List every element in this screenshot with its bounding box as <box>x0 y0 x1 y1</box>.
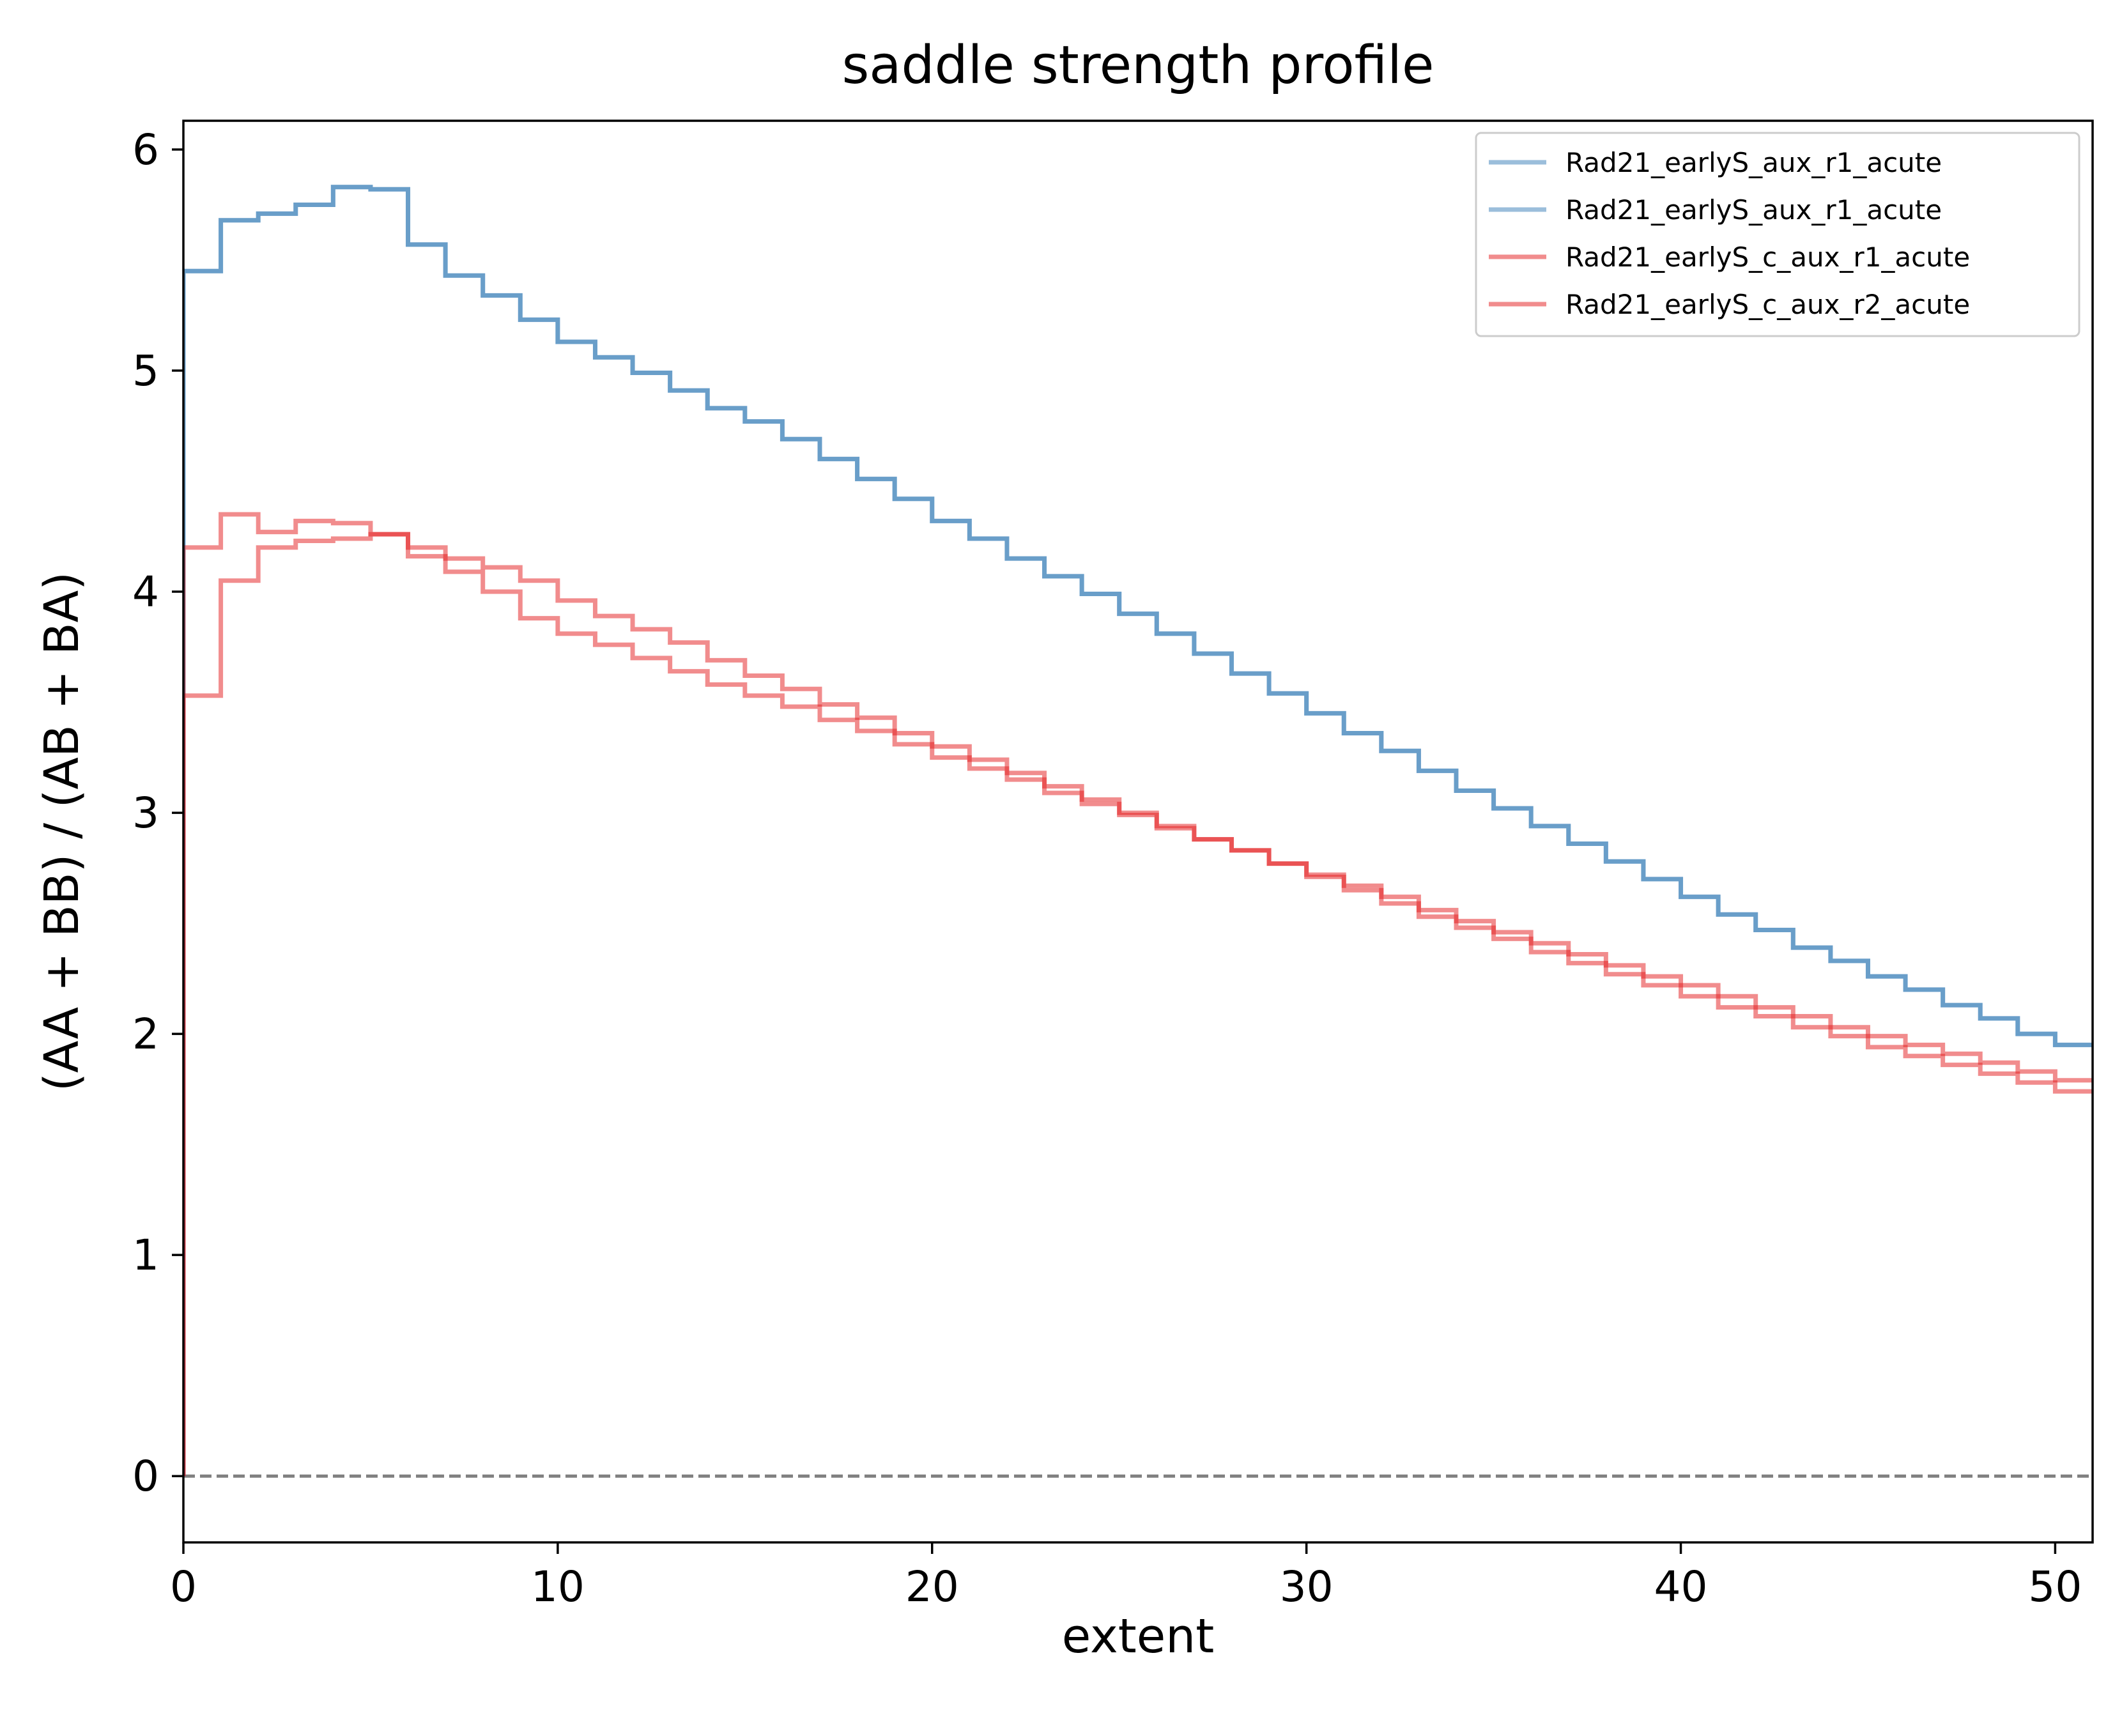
y-tick-label: 5 <box>132 346 159 396</box>
x-tick-label: 20 <box>905 1562 959 1611</box>
series-line-4 <box>183 532 2093 1477</box>
y-tick-label: 4 <box>132 567 159 617</box>
x-tick-label: 50 <box>2028 1562 2082 1611</box>
y-tick-label: 1 <box>132 1231 159 1280</box>
legend-box <box>1475 132 2080 337</box>
legend-label-2: Rad21_earlyS_aux_r1_acute <box>1565 194 1942 226</box>
chart-title: saddle strength profile <box>842 35 1434 96</box>
legend: Rad21_earlyS_aux_r1_acute Rad21_earlyS_au… <box>1475 132 2080 337</box>
legend-label-3: Rad21_earlyS_c_aux_r1_acute <box>1565 242 1970 273</box>
legend-label-4: Rad21_earlyS_c_aux_r2_acute <box>1565 289 1970 320</box>
axes: 0 10 20 30 40 50 0 1 2 3 4 5 6 <box>132 119 2094 1611</box>
y-tick-label: 6 <box>132 125 159 174</box>
y-tick-label: 2 <box>132 1010 159 1059</box>
y-tick-label: 0 <box>132 1452 159 1501</box>
x-tick-label: 40 <box>1654 1562 1708 1611</box>
y-axis-label: (AA + BB) / (AB + BA) <box>35 572 89 1091</box>
plot-frame <box>182 119 2094 1544</box>
legend-label-1: Rad21_earlyS_aux_r1_acute <box>1565 147 1942 178</box>
y-tick-label: 3 <box>132 788 159 838</box>
x-axis-label: extent <box>1062 1609 1214 1664</box>
plot-area <box>183 185 2093 1478</box>
x-tick-label: 0 <box>170 1562 197 1611</box>
x-tick-label: 30 <box>1280 1562 1334 1611</box>
x-tick-label: 10 <box>531 1562 585 1611</box>
series-line-2 <box>183 185 2093 1477</box>
